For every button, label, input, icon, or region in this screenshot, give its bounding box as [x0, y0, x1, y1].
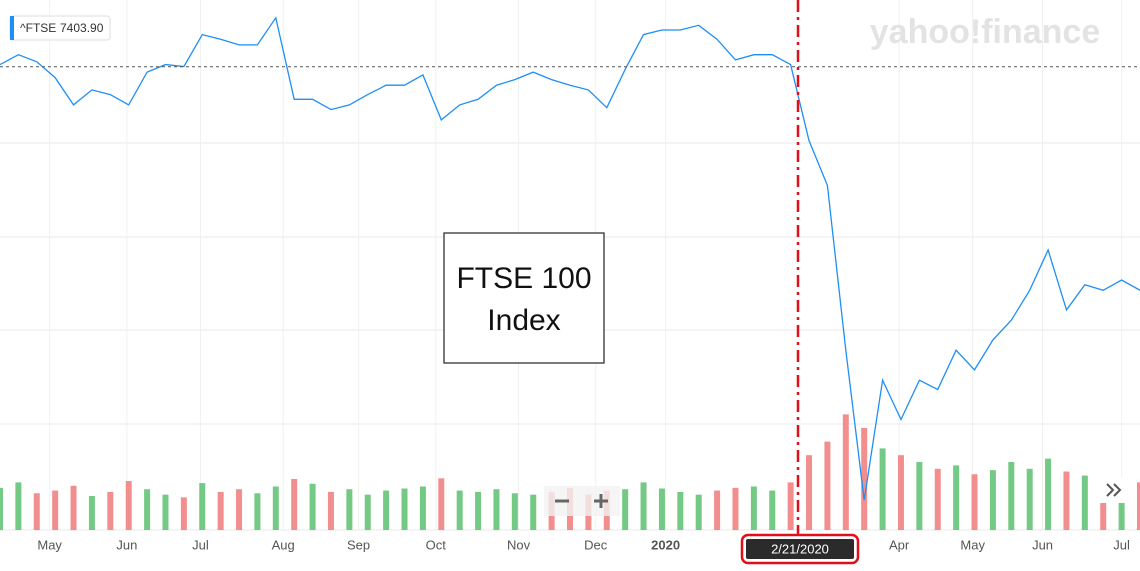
- x-tick-label: Sep: [347, 537, 370, 552]
- volume-bar: [144, 489, 151, 530]
- volume-bar: [842, 414, 849, 530]
- x-tick-label: Aug: [272, 537, 295, 552]
- x-tick-label: Jun: [1032, 537, 1053, 552]
- x-tick-label: Jul: [1113, 537, 1130, 552]
- x-tick-label: Apr: [889, 537, 910, 552]
- scroll-right[interactable]: [1098, 477, 1132, 503]
- volume-bar: [1026, 468, 1033, 530]
- volume-bar: [217, 491, 224, 530]
- price-line: [0, 16, 1140, 501]
- annotation-box: [443, 232, 605, 364]
- volume-bar: [364, 494, 371, 530]
- x-tick-label: Jun: [116, 537, 137, 552]
- volume-bar: [70, 485, 77, 530]
- volume-bar: [714, 490, 721, 530]
- volume-bar: [88, 496, 95, 530]
- volume-bar: [732, 487, 739, 530]
- volume-bar: [677, 491, 684, 530]
- price-label-bar: [10, 16, 14, 40]
- x-tick-label: Nov: [507, 537, 531, 552]
- volume-bar: [787, 482, 794, 530]
- volume-bar: [1063, 471, 1070, 530]
- volume-bar: [236, 489, 243, 530]
- volume-bar: [254, 493, 261, 530]
- plot: [0, 16, 1140, 501]
- volume-bar: [419, 486, 426, 530]
- volume-bar: [52, 490, 59, 530]
- crosshair-label: 2/21/2020: [771, 541, 829, 556]
- volume-bar: [199, 483, 206, 530]
- volume-bar: [162, 494, 169, 530]
- volume-bar: [493, 489, 500, 530]
- volume-bar: [309, 483, 316, 530]
- x-tick-label: May: [960, 537, 985, 552]
- volume-bar: [15, 482, 22, 530]
- watermark: yahoo!finance: [870, 13, 1100, 51]
- volume-bar: [438, 478, 445, 530]
- annotation-line: Index: [487, 304, 560, 337]
- annotation-line: FTSE 100: [456, 262, 591, 295]
- volume-bar: [180, 497, 187, 530]
- x-tick-label: May: [37, 537, 62, 552]
- volume-bar: [879, 448, 886, 530]
- x-tick-label: Dec: [584, 537, 608, 552]
- scroll-bg[interactable]: [1098, 477, 1132, 503]
- volume-bar: [1100, 478, 1107, 530]
- volume-bar: [824, 441, 831, 530]
- volume-bar: [769, 490, 776, 530]
- volume-bar: [658, 488, 665, 530]
- volume-bar: [291, 479, 298, 530]
- volume-bar: [272, 486, 279, 530]
- volume-bar: [806, 455, 813, 530]
- price-symbol: ^FTSE: [20, 21, 56, 35]
- volume-bar: [107, 491, 114, 530]
- volume-bar: [530, 494, 537, 530]
- volume-bar: [622, 489, 629, 530]
- volume-bar: [640, 482, 647, 530]
- scroll-icon[interactable]: [1106, 483, 1122, 497]
- volume-bar: [327, 491, 334, 530]
- crosshair-label-bg: [746, 539, 854, 559]
- volume-bar: [695, 494, 702, 530]
- volume-bar: [1081, 475, 1088, 530]
- x-tick-label: Oct: [426, 537, 447, 552]
- volume-bar: [861, 428, 868, 530]
- x-tick-label: Jul: [192, 537, 209, 552]
- volume-bar: [750, 486, 757, 530]
- volume-bar: [989, 470, 996, 530]
- x-tick-label: 2020: [651, 537, 680, 552]
- volume-bar: [934, 468, 941, 530]
- volume-bar: [33, 493, 40, 530]
- volume-bar: [916, 462, 923, 530]
- volume-bar: [1008, 462, 1015, 530]
- volume-bar: [0, 487, 3, 530]
- volume-bar: [1137, 482, 1140, 530]
- volume-bar: [1118, 481, 1125, 530]
- zoom-controls[interactable]: [544, 486, 620, 516]
- volume-bar: [125, 481, 132, 530]
- volume-bar: [383, 490, 390, 530]
- volume-bar: [953, 465, 960, 530]
- volume-bar: [346, 489, 353, 530]
- volume-bar: [401, 488, 408, 530]
- volume-bar: [971, 474, 978, 530]
- x-axis: May Jun Jul Aug Sep Oct Nov Dec 2020 Apr May Jun Jul: [37, 537, 1130, 552]
- volume-bar: [456, 490, 463, 530]
- price-value: 7403.90: [60, 21, 104, 35]
- volume-bar: [897, 455, 904, 530]
- volume-bar: [511, 493, 518, 530]
- volume-bar: [1045, 458, 1052, 530]
- volume-bar: [475, 491, 482, 530]
